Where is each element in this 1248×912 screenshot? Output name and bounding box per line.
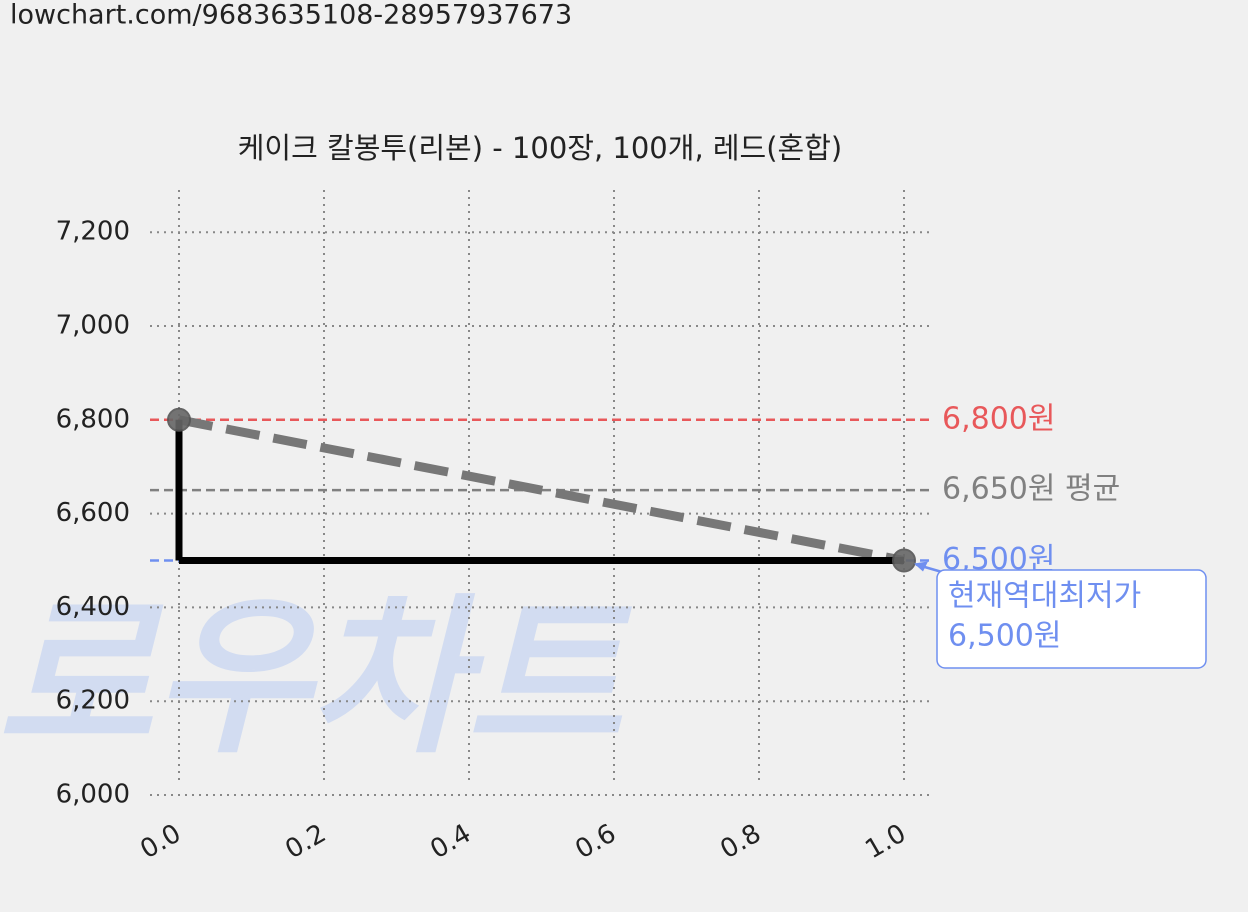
point [167,407,191,432]
y-tick-label: 7,200 [56,217,130,247]
watermark: 로우차트 [0,579,632,777]
y-tick-label: 7,000 [56,311,130,341]
x-tick-label: 0.2 [280,819,331,866]
x-tick-label: 1.0 [860,819,911,866]
annotation-box [936,569,1207,669]
y-tick-label: 6,200 [56,686,130,716]
annotation-text: 6,500원 [948,619,1061,654]
x-tick-label: 0.8 [715,819,766,866]
reference-label: 6,650원 평균 [942,472,1120,507]
y-tick-label: 6,600 [56,498,130,528]
x-tick-label: 0.4 [425,819,476,866]
chart-title: 케이크 칼봉투(리본) - 100장, 100개, 레드(혼합) [238,131,842,165]
y-tick-label: 6,000 [56,780,130,810]
url: lowchart.com/9683635108-28957937673 [10,0,572,31]
annotation-arrowhead [914,561,928,572]
trend-line [178,415,905,565]
y-tick-label: 6,800 [56,404,130,434]
reference-label: 6,800원 [942,401,1055,436]
x-tick-label: 0.6 [570,819,621,866]
point [892,548,916,573]
y-tick-label: 6,400 [56,592,130,622]
x-tick-label: 0.0 [135,819,186,866]
annotation-text: 현재역대최저가 [948,579,1141,614]
